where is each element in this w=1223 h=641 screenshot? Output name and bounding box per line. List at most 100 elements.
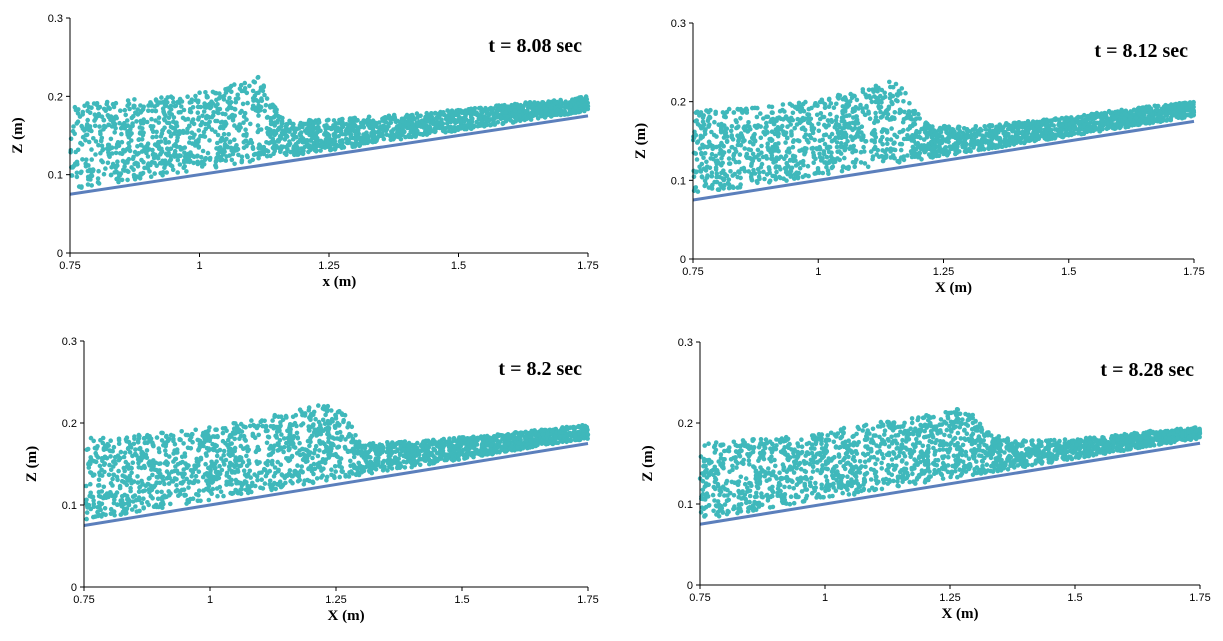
particle — [144, 448, 150, 453]
particle — [830, 164, 836, 169]
particle — [691, 174, 697, 180]
particle — [713, 165, 719, 170]
particle — [738, 116, 743, 121]
particle — [721, 186, 726, 191]
particle — [1113, 109, 1118, 115]
particle — [264, 125, 270, 131]
particle — [744, 155, 750, 160]
particle — [350, 121, 356, 127]
particle — [182, 154, 188, 159]
particle — [163, 448, 168, 453]
particle — [806, 112, 812, 117]
particle — [503, 109, 509, 115]
particle — [695, 140, 700, 145]
particle — [524, 116, 530, 122]
particle — [358, 124, 363, 130]
particle — [788, 122, 793, 127]
particle — [380, 133, 385, 139]
particle — [180, 115, 186, 121]
particle — [80, 112, 85, 117]
particle — [820, 99, 825, 105]
particle — [695, 109, 700, 115]
particle — [350, 116, 355, 121]
particle — [1094, 114, 1100, 119]
particle — [131, 172, 137, 178]
particle — [876, 154, 882, 160]
particle — [165, 120, 170, 126]
particle — [116, 436, 122, 442]
particle — [1133, 115, 1139, 121]
particle — [166, 140, 172, 145]
particle — [702, 131, 708, 137]
particle — [175, 157, 181, 163]
particle — [285, 142, 291, 148]
particle — [229, 89, 234, 95]
particle — [392, 133, 398, 138]
particle — [772, 174, 778, 179]
particle — [213, 165, 219, 170]
particle — [946, 139, 951, 145]
particle — [190, 153, 196, 159]
particle — [801, 108, 807, 114]
particle — [352, 143, 358, 149]
particle — [86, 176, 91, 182]
particle — [948, 127, 954, 132]
particle — [95, 509, 100, 515]
particle — [188, 150, 193, 155]
particle — [110, 161, 116, 167]
particle — [107, 154, 112, 159]
particle — [146, 161, 151, 166]
particle — [916, 111, 921, 117]
particle — [285, 128, 291, 133]
y-tick-label: 0.2 — [48, 91, 63, 103]
particle — [98, 150, 103, 156]
particle — [839, 129, 844, 135]
particle — [705, 173, 710, 178]
particle — [178, 109, 183, 115]
particle — [118, 108, 123, 113]
particle — [268, 131, 274, 136]
particle — [245, 154, 250, 160]
particle — [801, 117, 807, 123]
particle — [174, 483, 179, 488]
particle — [458, 108, 464, 113]
particle — [193, 93, 198, 99]
time-annotation: t = 8.08 sec — [488, 35, 582, 57]
particle — [200, 148, 206, 154]
particle — [715, 161, 721, 166]
particle — [957, 139, 962, 145]
particle — [256, 145, 261, 151]
particle — [783, 115, 788, 121]
particle — [227, 95, 232, 101]
particle — [786, 164, 791, 169]
particle — [1189, 112, 1195, 118]
particle — [583, 95, 589, 100]
particle — [463, 109, 469, 115]
particle — [899, 86, 905, 91]
particle — [221, 131, 227, 137]
particle — [850, 127, 856, 132]
particle — [175, 170, 180, 175]
particle — [780, 123, 785, 129]
particle — [1046, 135, 1052, 141]
particle — [483, 122, 488, 128]
particle — [792, 154, 798, 159]
particle — [92, 118, 97, 123]
y-tick-label: 0.1 — [48, 170, 63, 182]
particle — [700, 115, 706, 120]
particle — [736, 136, 742, 141]
particle — [797, 166, 803, 171]
particle — [706, 124, 711, 129]
particle — [192, 143, 198, 148]
particle — [469, 126, 474, 132]
particle — [297, 407, 303, 413]
y-tick-label: 0 — [57, 248, 63, 260]
particle — [549, 110, 555, 115]
particle — [112, 130, 117, 135]
particle — [135, 107, 141, 112]
particle — [80, 157, 85, 162]
particle — [170, 167, 176, 173]
particle — [312, 131, 317, 136]
particle — [70, 128, 76, 134]
particle — [826, 104, 832, 109]
